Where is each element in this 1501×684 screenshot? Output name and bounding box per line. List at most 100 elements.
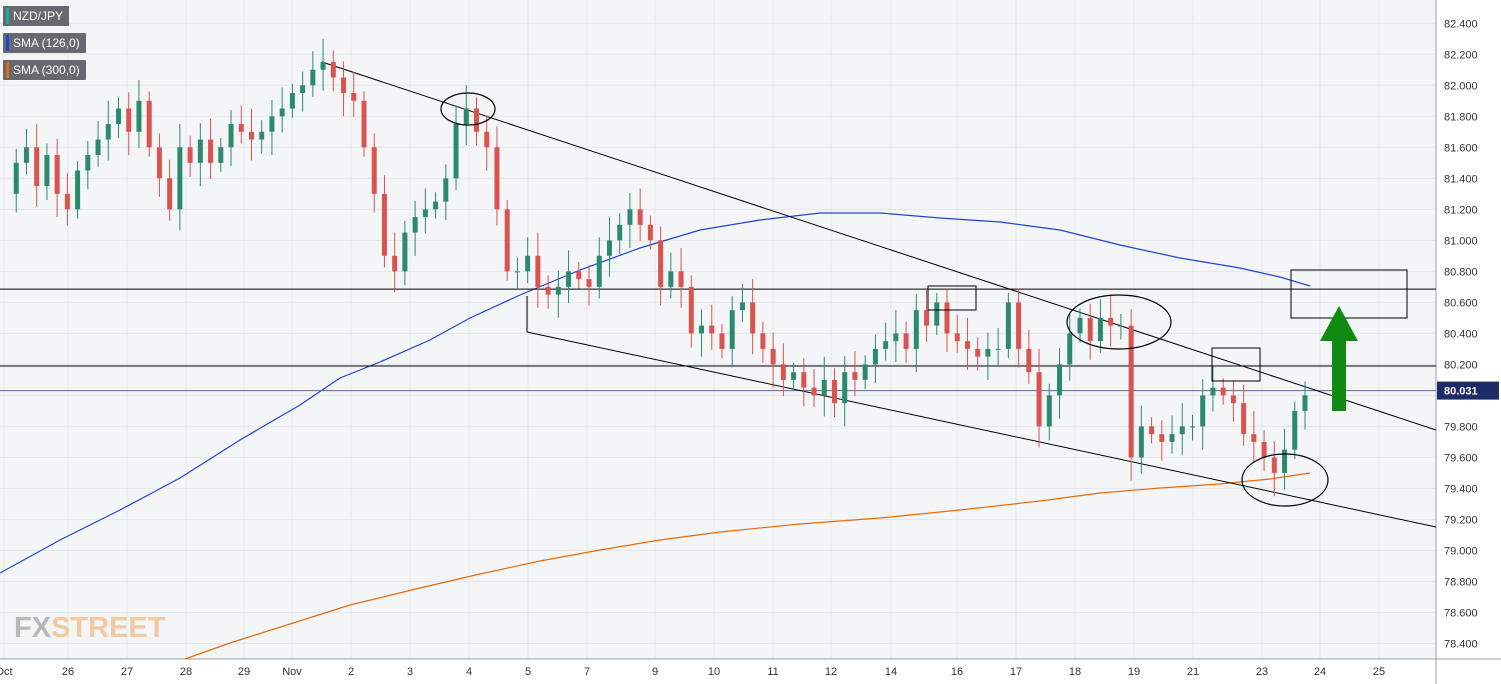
candle-body — [1108, 317, 1114, 326]
candle-body — [831, 379, 837, 404]
candle — [617, 213, 623, 255]
x-tick-label: 25 — [1373, 666, 1385, 678]
candle-body — [238, 124, 244, 132]
candle-body — [514, 271, 520, 273]
candle-body — [719, 333, 725, 349]
candle-body — [371, 147, 377, 194]
candle-body — [1251, 434, 1257, 442]
candle-body — [228, 124, 234, 148]
candle-body — [361, 100, 367, 148]
candle-body — [862, 364, 868, 380]
candle — [136, 79, 142, 149]
candle — [238, 105, 244, 144]
candles — [13, 38, 1308, 497]
candle-body — [576, 271, 582, 280]
candle — [975, 337, 981, 371]
candle-body — [1057, 364, 1063, 396]
candle — [422, 188, 428, 234]
candle-body — [760, 333, 766, 349]
legend-symbol[interactable]: NZD/JPY — [3, 6, 70, 26]
candle — [1026, 330, 1032, 384]
candle-body — [954, 333, 960, 342]
candle-body — [1159, 434, 1165, 442]
candle — [699, 309, 705, 357]
candle-body — [54, 155, 60, 194]
candle — [831, 368, 837, 418]
candle — [1230, 381, 1236, 422]
candle — [729, 296, 735, 368]
x-tick-label: 11 — [767, 666, 778, 678]
candle — [1067, 312, 1073, 381]
candle-body — [709, 325, 715, 334]
annotation-ellipse — [1066, 294, 1172, 350]
candle-body — [1302, 395, 1308, 411]
candle — [750, 279, 756, 355]
y-tick-label: 80.200 — [1444, 359, 1478, 371]
candle-body — [23, 147, 29, 163]
x-tick-label: 17 — [1010, 666, 1022, 678]
candle — [1149, 417, 1155, 444]
candle-body — [197, 139, 203, 163]
candle-body — [279, 108, 285, 117]
upper-trendline — [321, 61, 1437, 431]
candle-body — [678, 271, 684, 287]
candle — [1302, 381, 1308, 430]
y-tick-label: 80.400 — [1444, 328, 1478, 340]
candle — [780, 343, 786, 397]
candle — [801, 358, 807, 407]
candle — [310, 51, 316, 97]
candle — [688, 275, 694, 348]
candle-body — [1189, 426, 1195, 428]
current-price-label: 80.031 — [1444, 386, 1478, 398]
candle-body — [484, 131, 490, 148]
candle-body — [791, 372, 797, 380]
candle — [821, 356, 827, 417]
candle-body — [443, 178, 449, 202]
candle-body — [1067, 333, 1073, 365]
candle — [1138, 405, 1144, 474]
candle — [85, 141, 91, 190]
x-tick-label: 12 — [825, 666, 837, 678]
candle — [883, 322, 889, 361]
x-tick-label: 2 — [348, 666, 354, 678]
candle-body — [116, 108, 122, 125]
candle-body — [310, 69, 316, 86]
candle — [842, 355, 848, 427]
y-tick-label: 79.800 — [1444, 421, 1478, 433]
candle — [269, 100, 275, 156]
candle — [1128, 309, 1134, 481]
candle-body — [964, 341, 970, 349]
candle-body — [146, 100, 152, 148]
candle — [402, 220, 408, 286]
candle — [576, 262, 582, 289]
legend-sma-126[interactable]: SMA (126,0) — [3, 33, 86, 53]
candle-body — [64, 193, 70, 210]
candle — [381, 175, 387, 268]
candle-body — [494, 147, 500, 210]
candle — [289, 83, 295, 118]
candle-body — [248, 131, 254, 140]
y-tick-label: 79.400 — [1444, 483, 1478, 495]
candle-body — [1149, 426, 1155, 435]
legend-sma-300[interactable]: SMA (300,0) — [3, 60, 86, 80]
candle-body — [842, 372, 848, 404]
candle-body — [688, 286, 694, 334]
candle-body — [330, 62, 336, 78]
y-tick-label: 82.000 — [1444, 80, 1478, 92]
candle — [494, 126, 500, 226]
candle — [1077, 308, 1083, 343]
candle-body — [883, 341, 889, 349]
candle — [1087, 303, 1093, 360]
candle — [934, 293, 940, 335]
candle — [197, 123, 203, 187]
candle-body — [934, 302, 940, 326]
candle — [1097, 299, 1103, 353]
candle-body — [320, 62, 326, 70]
candle — [944, 288, 950, 352]
candle — [995, 327, 1001, 366]
candle — [566, 250, 572, 304]
x-tick-label: 7 — [584, 666, 590, 678]
x-tick-label: 16 — [951, 666, 963, 678]
candle — [474, 96, 480, 146]
